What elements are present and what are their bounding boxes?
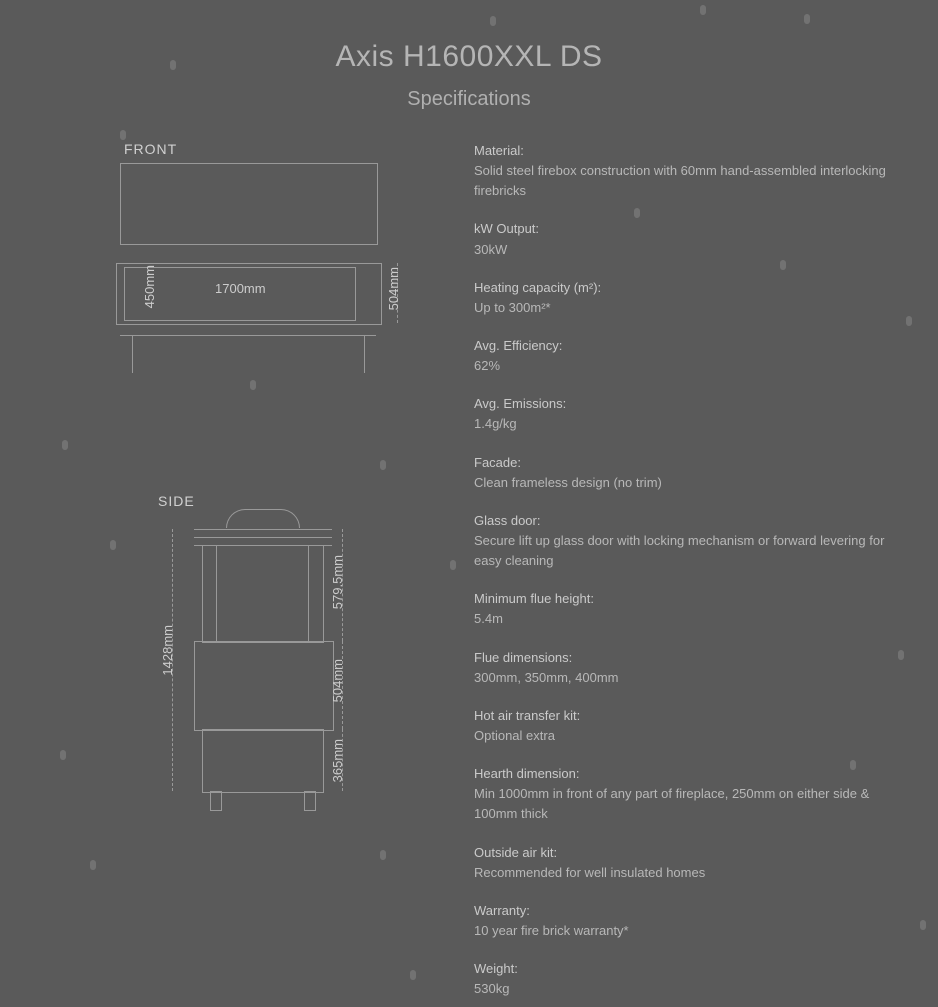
spec-key: Weight:	[474, 959, 904, 979]
side-window-dim: 504mm	[330, 659, 345, 702]
spec-key: Warranty:	[474, 901, 904, 921]
spec-row: Hot air transfer kit:Optional extra	[474, 706, 904, 746]
spec-key: Minimum flue height:	[474, 589, 904, 609]
front-label: FRONT	[124, 141, 444, 157]
spec-value: Secure lift up glass door with locking m…	[474, 531, 904, 571]
spec-value: Recommended for well insulated homes	[474, 863, 904, 883]
spec-row: kW Output:30kW	[474, 219, 904, 259]
spec-key: Hot air transfer kit:	[474, 706, 904, 726]
spec-value: 30kW	[474, 240, 904, 260]
spec-value: Up to 300m²*	[474, 298, 904, 318]
front-outerh-dim: 504mm	[386, 267, 401, 310]
spec-row: Glass door:Secure lift up glass door wit…	[474, 511, 904, 571]
spec-row: Hearth dimension:Min 1000mm in front of …	[474, 764, 904, 824]
spec-key: Avg. Emissions:	[474, 394, 904, 414]
spec-value: 10 year fire brick warranty*	[474, 921, 904, 941]
spec-key: Hearth dimension:	[474, 764, 904, 784]
side-label: SIDE	[158, 493, 444, 509]
spec-row: Avg. Efficiency:62%	[474, 336, 904, 376]
spec-value: 530kg	[474, 979, 904, 999]
spec-row: Outside air kit:Recommended for well ins…	[474, 843, 904, 883]
front-width-dim: 1700mm	[215, 281, 266, 296]
side-top-dim: 579.5mm	[330, 555, 345, 609]
page-title: Axis H1600XXL DS	[0, 0, 938, 74]
spec-value: Optional extra	[474, 726, 904, 746]
spec-key: Avg. Efficiency:	[474, 336, 904, 356]
spec-key: Facade:	[474, 453, 904, 473]
spec-row: Warranty:10 year fire brick warranty*	[474, 901, 904, 941]
side-base-dim: 365mm	[330, 739, 345, 782]
front-innerh-dim: 450mm	[142, 265, 157, 308]
spec-row: Flue dimensions:300mm, 350mm, 400mm	[474, 648, 904, 688]
spec-key: Material:	[474, 141, 904, 161]
spec-value: 300mm, 350mm, 400mm	[474, 668, 904, 688]
spec-row: Material:Solid steel firebox constructio…	[474, 141, 904, 201]
spec-key: Heating capacity (m²):	[474, 278, 904, 298]
side-diagram: 1428mm 579.5mm 504mm 365mm	[120, 515, 420, 835]
spec-value: 5.4m	[474, 609, 904, 629]
diagram-column: FRONT 1700mm 450mm	[34, 141, 444, 1007]
spec-value: Clean frameless design (no trim)	[474, 473, 904, 493]
spec-row: Weight:530kg	[474, 959, 904, 999]
spec-key: Flue dimensions:	[474, 648, 904, 668]
spec-key: Glass door:	[474, 511, 904, 531]
spec-value: Min 1000mm in front of any part of firep…	[474, 784, 904, 824]
spec-row: Minimum flue height:5.4m	[474, 589, 904, 629]
page-subtitle: Specifications	[0, 74, 938, 111]
spec-row: Facade:Clean frameless design (no trim)	[474, 453, 904, 493]
spec-value: Solid steel firebox construction with 60…	[474, 161, 904, 201]
side-total-dim: 1428mm	[160, 625, 175, 676]
spec-row: Avg. Emissions:1.4g/kg	[474, 394, 904, 434]
spec-key: kW Output:	[474, 219, 904, 239]
spec-list: Material:Solid steel firebox constructio…	[444, 141, 904, 1007]
spec-value: 1.4g/kg	[474, 414, 904, 434]
spec-key: Outside air kit:	[474, 843, 904, 863]
front-diagram: 1700mm 450mm 504mm	[120, 163, 420, 383]
spec-row: Heating capacity (m²):Up to 300m²*	[474, 278, 904, 318]
spec-value: 62%	[474, 356, 904, 376]
